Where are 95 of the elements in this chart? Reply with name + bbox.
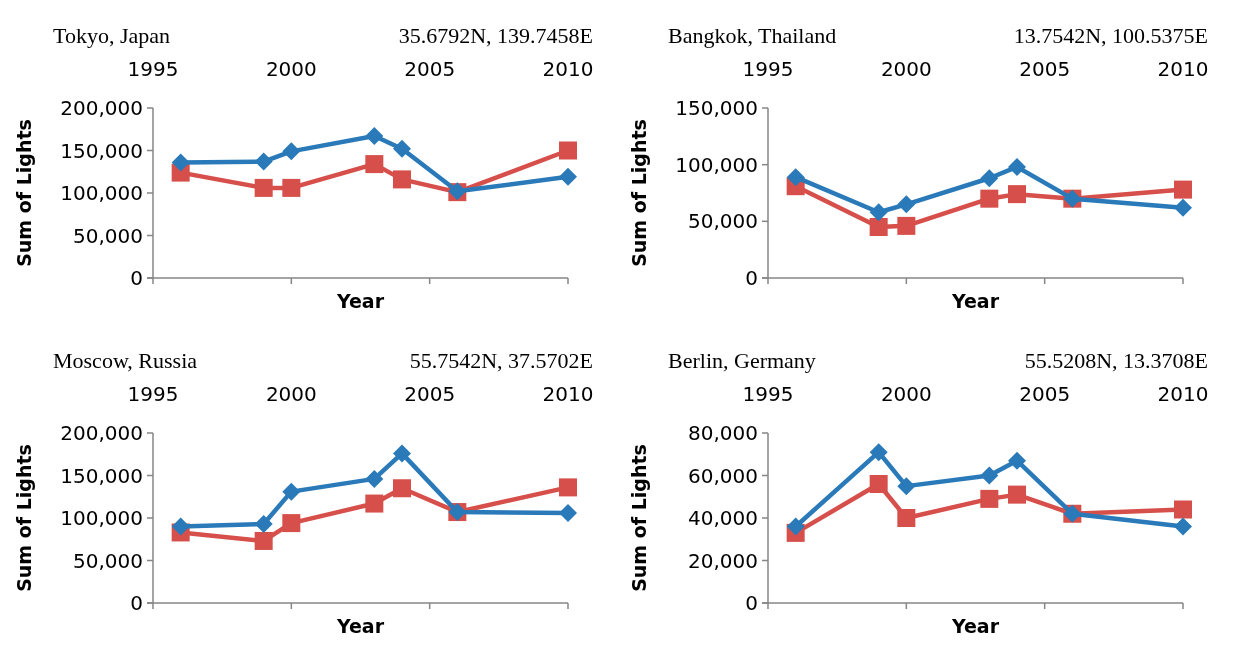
point: [1174, 198, 1192, 217]
y-tick-label: 150,000: [675, 96, 758, 120]
point: [282, 482, 301, 501]
chart-title: Berlin, Germany: [668, 348, 816, 373]
x-tick-label: 2000: [880, 382, 932, 406]
point: [559, 141, 577, 160]
point: [869, 203, 888, 222]
point: [393, 444, 411, 463]
point: [393, 170, 411, 189]
y-tick-label: 0: [130, 266, 143, 290]
x-axis-title: Year: [950, 290, 1000, 312]
point: [282, 142, 301, 161]
point: [786, 517, 805, 536]
point: [282, 178, 301, 197]
point: [254, 531, 273, 550]
x-tick-label: 2000: [265, 57, 317, 81]
point: [786, 168, 805, 187]
x-axis-title: Year: [335, 290, 385, 312]
point: [897, 195, 916, 214]
x-tick-label: 2000: [265, 382, 317, 406]
point: [559, 503, 577, 522]
chart-subtitle: 13.7542N, 100.5375E: [1013, 23, 1208, 48]
chart-title: Bangkok, Thailand: [668, 23, 837, 48]
point: [1174, 500, 1192, 519]
point: [171, 153, 190, 172]
point: [254, 152, 273, 171]
point: [980, 489, 999, 508]
point: [980, 189, 999, 208]
y-tick-label: 50,000: [688, 209, 758, 234]
x-tick-label: 2005: [404, 382, 456, 406]
point: [559, 167, 577, 186]
x-tick-label: 2005: [404, 57, 456, 81]
y-tick-label: 150,000: [60, 138, 143, 163]
point: [365, 127, 384, 146]
y-tick-label: 20,000: [688, 548, 758, 573]
x-tick-label: 1995: [127, 382, 179, 406]
chart-title: Moscow, Russia: [53, 348, 198, 373]
y-tick-label: 50,000: [73, 548, 143, 573]
y-axis-title: Sum of Lights: [628, 444, 650, 592]
y-tick-label: 0: [130, 591, 143, 615]
y-tick-label: 200,000: [60, 421, 143, 445]
y-tick-label: 100,000: [60, 181, 143, 205]
y-tick-label: 40,000: [688, 506, 758, 530]
y-tick-label: 80,000: [688, 421, 758, 445]
point: [980, 466, 999, 485]
y-tick-label: 200,000: [60, 96, 143, 120]
x-tick-label: 1995: [127, 57, 179, 81]
point: [1008, 185, 1026, 204]
point: [897, 509, 916, 527]
y-tick-label: 50,000: [73, 223, 143, 248]
point: [1174, 517, 1192, 536]
point: [254, 178, 273, 197]
point: [869, 475, 888, 493]
y-tick-label: 60,000: [688, 463, 758, 488]
x-tick-label: 2010: [542, 382, 594, 406]
y-tick-label: 100,000: [60, 506, 143, 530]
point: [897, 477, 916, 496]
y-axis-title: Sum of Lights: [13, 444, 35, 592]
x-tick-label: 2000: [880, 57, 932, 81]
point: [1008, 451, 1026, 470]
point: [1008, 157, 1026, 176]
y-tick-label: 100,000: [675, 152, 758, 177]
point: [171, 517, 190, 536]
chart-title: Tokyo, Japan: [53, 23, 170, 48]
x-tick-label: 1995: [742, 57, 794, 81]
point: [254, 514, 273, 533]
point: [365, 494, 384, 513]
point: [1174, 180, 1192, 199]
x-tick-label: 1995: [742, 382, 794, 406]
y-axis-title: Sum of Lights: [628, 119, 650, 267]
x-axis-title: Year: [335, 615, 385, 637]
point: [869, 443, 888, 462]
point: [1008, 485, 1026, 504]
point: [282, 514, 301, 533]
x-tick-label: 2005: [1019, 57, 1071, 81]
point: [365, 155, 384, 174]
y-tick-label: 150,000: [60, 463, 143, 488]
point: [393, 139, 411, 158]
y-tick-label: 0: [745, 266, 758, 290]
x-tick-label: 2010: [1157, 57, 1209, 81]
x-tick-label: 2010: [1157, 382, 1209, 406]
point: [869, 218, 888, 236]
x-tick-label: 2005: [1019, 382, 1071, 406]
point: [559, 478, 577, 497]
point: [897, 216, 916, 235]
x-tick-label: 2010: [542, 57, 594, 81]
chart-subtitle: 35.6792N, 139.7458E: [398, 23, 593, 48]
point: [393, 479, 411, 498]
chart-subtitle: 55.7542N, 37.5702E: [409, 348, 593, 373]
x-axis-title: Year: [950, 615, 1000, 637]
y-tick-label: 0: [745, 591, 758, 615]
point: [365, 469, 384, 488]
y-axis-title: Sum of Lights: [13, 119, 35, 267]
point: [980, 169, 999, 188]
chart-subtitle: 55.5208N, 13.3708E: [1024, 348, 1208, 373]
